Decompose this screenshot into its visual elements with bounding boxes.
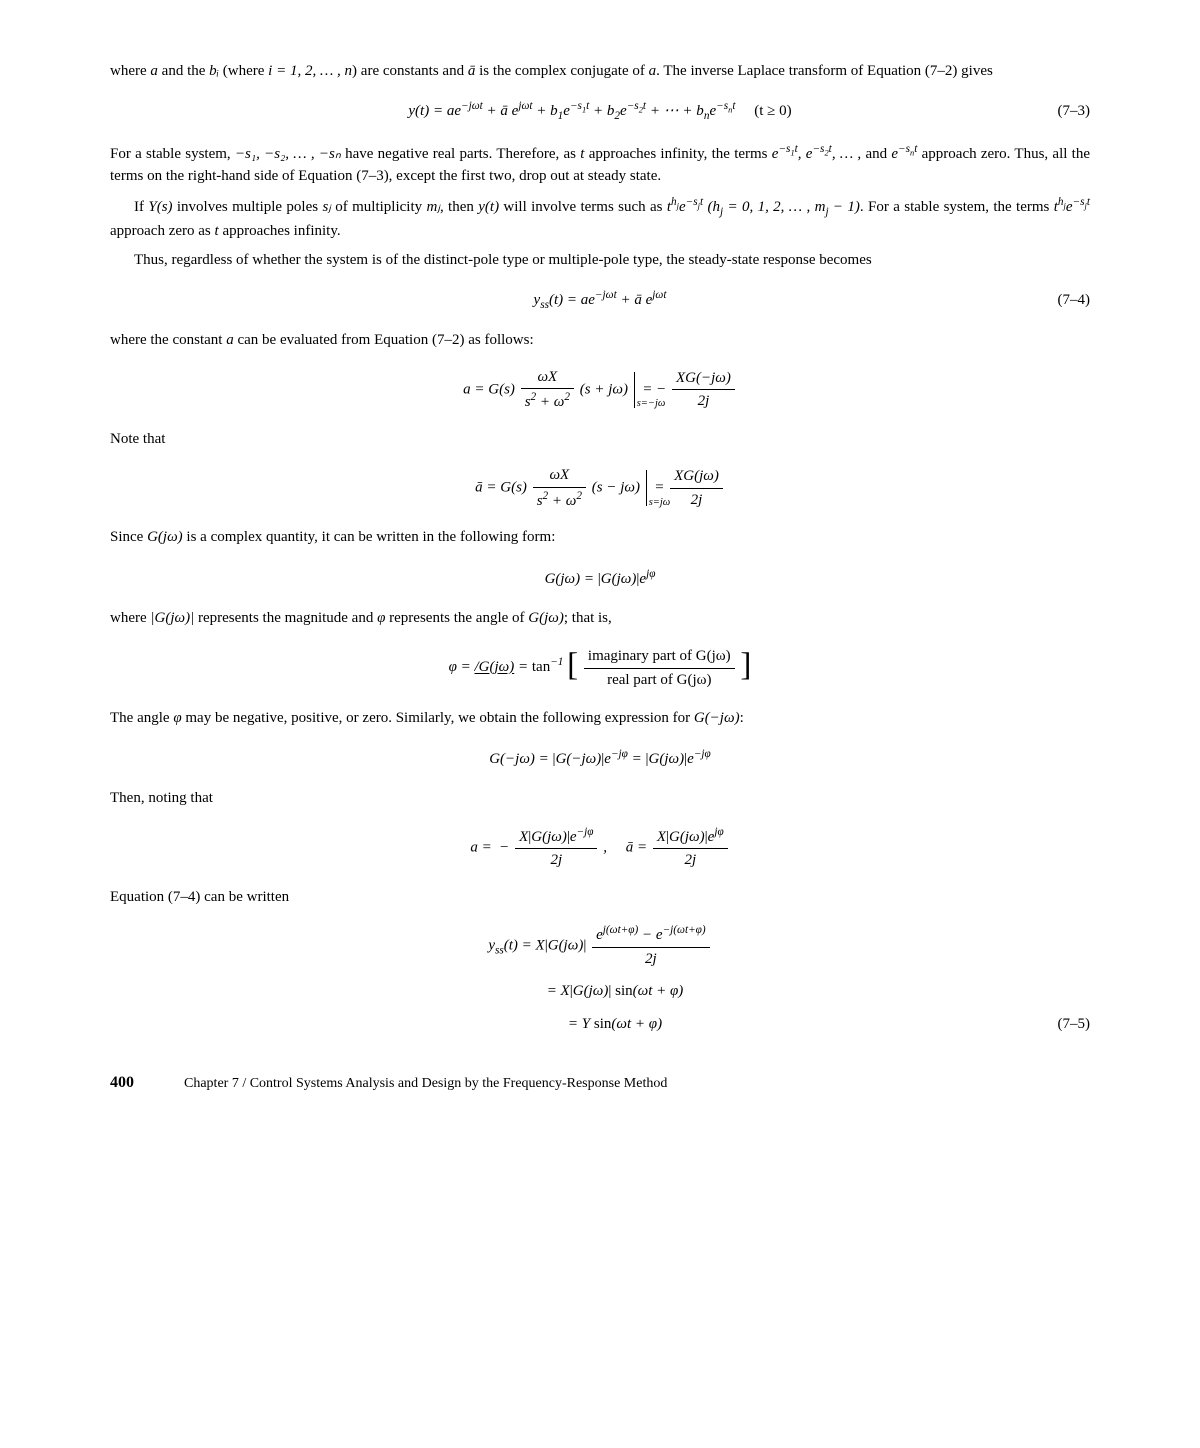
- var-Gjw2: G(jω): [528, 610, 564, 626]
- var-thj: thje−sjt (hj = 0, 1, 2, … , mj − 1): [667, 199, 860, 215]
- t: is the complex conjugate of: [475, 63, 648, 79]
- var-bi: bᵢ: [209, 63, 219, 79]
- t: where: [110, 610, 150, 626]
- var-mj: mⱼ: [426, 199, 439, 215]
- var-irange: i = 1, 2, … , n: [268, 63, 352, 79]
- equation-7-5: yss(t) = X|G(jω)| ej(ωt+φ) − e−j(ωt+φ)2j…: [110, 922, 1090, 1035]
- t: :: [740, 710, 744, 726]
- para-thus: Thus, regardless of whether the system i…: [110, 249, 1090, 272]
- t: involves multiple poles: [173, 199, 323, 215]
- var-Gjw: G(jω): [147, 529, 183, 545]
- para-note: Note that: [110, 428, 1090, 451]
- eq-cond: (t ≥ 0): [754, 103, 791, 119]
- equation-a-abar: a = − X|G(jω)|e−jφ2j , ā = X|G(jω)|ejφ2j: [110, 824, 1090, 872]
- t: represents the magnitude and: [194, 610, 377, 626]
- para-since: Since G(jω) is a complex quantity, it ca…: [110, 526, 1090, 549]
- var-elast: e−snt: [891, 146, 917, 162]
- equation-abar: ā = G(s) ωXs2 + ω2 (s − jω) s=jω = XG(jω…: [110, 464, 1090, 512]
- t: ; that is,: [564, 610, 612, 626]
- para-multiple-poles: If Y(s) involves multiple poles sⱼ of mu…: [110, 194, 1090, 243]
- para-angle: The angle φ may be negative, positive, o…: [110, 707, 1090, 730]
- t: and the: [158, 63, 209, 79]
- t: , then: [440, 199, 478, 215]
- var-slist: −s₁, −s₂, … , −sₙ: [235, 146, 341, 162]
- t: (where: [219, 63, 268, 79]
- t: If: [134, 199, 148, 215]
- eq-num-7-5: (7–5): [1058, 1013, 1091, 1036]
- t: represents the angle of: [385, 610, 528, 626]
- t: of multiplicity: [331, 199, 427, 215]
- para-where-mag: where |G(jω)| represents the magnitude a…: [110, 607, 1090, 630]
- t: . For a stable system, the terms: [860, 199, 1054, 215]
- var-yt: y(t): [478, 199, 499, 215]
- eq-num-7-3: (7–3): [1058, 100, 1091, 123]
- t: will involve terms such as: [499, 199, 667, 215]
- equation-Gmjw: G(−jω) = |G(−jω)|e−jφ = |G(jω)|e−jφ: [110, 743, 1090, 773]
- var-phi2: φ: [173, 710, 181, 726]
- page-number: 400: [110, 1071, 134, 1095]
- var-thj2: thje−sjt: [1054, 199, 1090, 215]
- t: can be evaluated from Equation (7–2) as …: [234, 332, 534, 348]
- para-stable: For a stable system, −s₁, −s₂, … , −sₙ h…: [110, 141, 1090, 188]
- frac-real: real part of G(jω): [584, 669, 735, 692]
- eq-num-7-4: (7–4): [1058, 289, 1091, 312]
- t: where the constant: [110, 332, 226, 348]
- para-const-a: where the constant a can be evaluated fr…: [110, 329, 1090, 352]
- var-a3: a: [226, 332, 234, 348]
- equation-a: a = G(s) ωXs2 + ω2 (s + jω) s=−jω = − XG…: [110, 366, 1090, 414]
- t: For a stable system,: [110, 146, 235, 162]
- var-Gmjw: G(−jω): [694, 710, 740, 726]
- chapter-footer: Chapter 7 / Control Systems Analysis and…: [184, 1073, 667, 1094]
- t: have negative real parts. Therefore, as: [341, 146, 580, 162]
- para-then: Then, noting that: [110, 787, 1090, 810]
- para-eq74written: Equation (7–4) can be written: [110, 886, 1090, 909]
- t: Since: [110, 529, 147, 545]
- equation-phi: φ = /G(jω) = tan−1 [ imaginary part of G…: [110, 643, 1090, 693]
- page-footer: 400 Chapter 7 / Control Systems Analysis…: [110, 1071, 1090, 1095]
- t: where: [110, 63, 150, 79]
- t: approach zero as: [110, 223, 215, 239]
- t: approaches infinity, the terms: [584, 146, 771, 162]
- t: . The inverse Laplace transform of Equat…: [656, 63, 993, 79]
- t: approaches infinity.: [219, 223, 341, 239]
- t: and: [865, 146, 891, 162]
- t: may be negative, positive, or zero. Simi…: [182, 710, 694, 726]
- t: The angle: [110, 710, 173, 726]
- var-elist: e−s1t, e−s2t, … ,: [772, 146, 866, 162]
- var-a: a: [150, 63, 158, 79]
- equation-7-4: yss(t) = ae−jωt + ā ejωt (7–4): [110, 285, 1090, 315]
- var-absGjw: |G(jω)|: [150, 610, 194, 626]
- frac-imag: imaginary part of G(jω): [584, 645, 735, 669]
- var-Ys: Y(s): [148, 199, 172, 215]
- para-intro: where a and the bᵢ (where i = 1, 2, … , …: [110, 60, 1090, 83]
- equation-7-3: y(t) = ae−jωt + ā ejωt + b1e−s1t + b2e−s…: [110, 97, 1090, 127]
- t: is a complex quantity, it can be written…: [183, 529, 556, 545]
- equation-Gjw: G(jω) = |G(jω)|ejφ: [110, 563, 1090, 593]
- var-sj: sⱼ: [322, 199, 330, 215]
- t: ) are constants and: [352, 63, 468, 79]
